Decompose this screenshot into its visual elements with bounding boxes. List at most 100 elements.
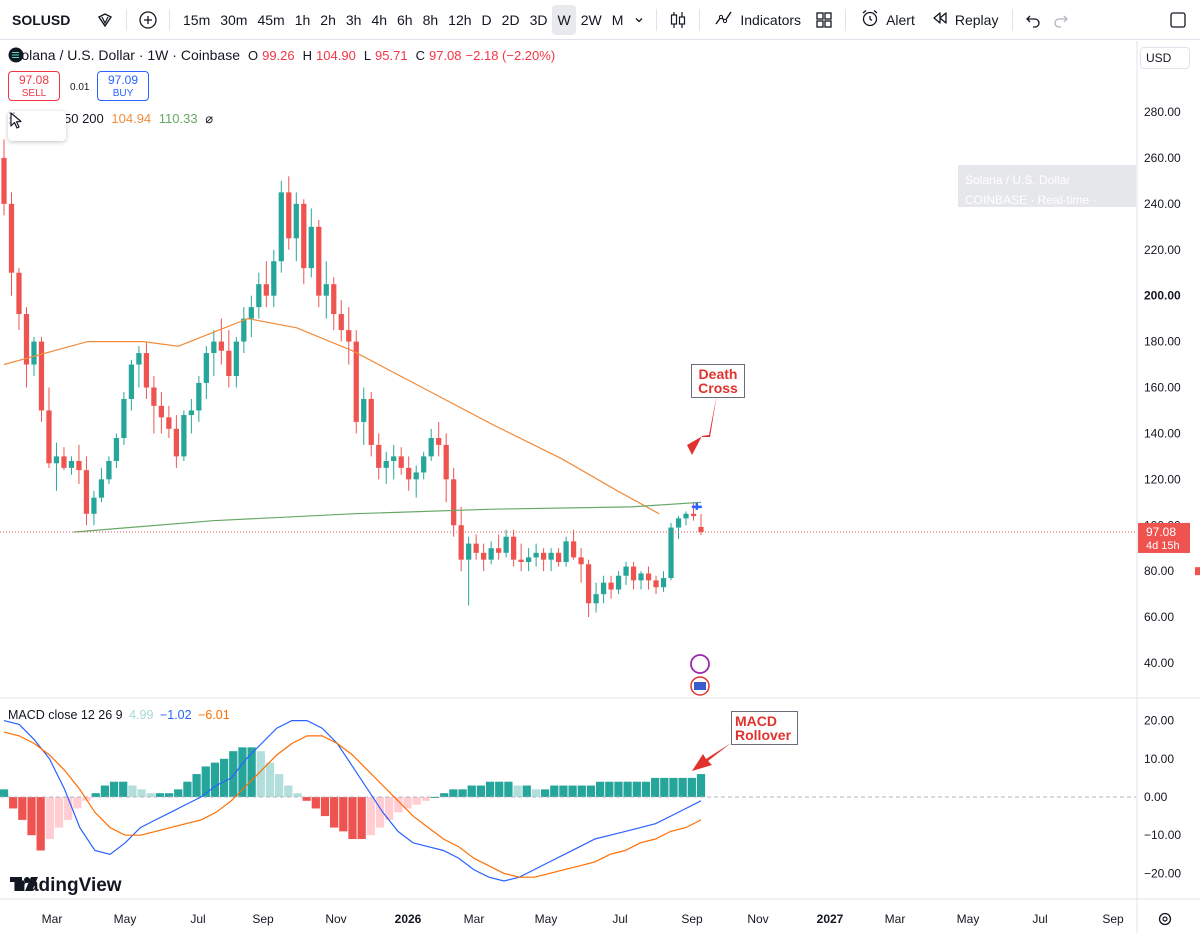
candle-body (623, 566, 629, 576)
currency-selector[interactable]: USD (1140, 47, 1190, 69)
hide-eye-icon[interactable]: ⌀ (205, 111, 214, 126)
interval-button-4h[interactable]: 4h (371, 11, 388, 28)
price-axis-tick-label: 280.00 (1144, 105, 1181, 119)
axis-settings-gear-icon[interactable] (1162, 916, 1168, 922)
macd-histogram-bar (375, 797, 385, 828)
low-value: 95.71 (375, 47, 408, 63)
symbol-search[interactable]: SOLUSD (4, 5, 120, 35)
candle-body (61, 456, 67, 468)
replay-button[interactable]: Replay (923, 5, 1007, 35)
time-axis-label: Mar (885, 912, 906, 926)
interval-button-30m[interactable]: 30m (220, 11, 248, 28)
chart-canvas[interactable]: 280.00 260.00 240.00 220.00 200.00 180.00 160.… (0, 41, 1200, 933)
undo-icon[interactable] (1019, 5, 1047, 35)
fullscreen-icon[interactable] (1164, 5, 1192, 35)
interval-button-w[interactable]: W (552, 4, 576, 35)
tradingview-logo-text: TradingView (10, 875, 122, 896)
macd-histogram-bar (339, 797, 348, 832)
time-axis-label: May (535, 912, 558, 926)
add-symbol-icon[interactable] (133, 5, 163, 35)
candle-body (316, 226, 322, 296)
macd-histogram-bar (605, 781, 614, 797)
candle-body (113, 438, 120, 461)
candle-body (346, 330, 352, 342)
macd-histogram-bar (45, 797, 54, 840)
candle-body (383, 460, 389, 468)
candle-body (226, 350, 232, 377)
interval-button-3d[interactable]: 3D (529, 11, 548, 28)
candle-body (166, 417, 172, 429)
macd-histogram-bar (403, 797, 412, 809)
close-label: C (415, 47, 425, 63)
price-axis-tick-label: 120.00 (1144, 472, 1181, 486)
sell-button[interactable]: 97.08 SELL (8, 71, 60, 101)
macd-histogram-bar (595, 781, 605, 797)
cursor-tool-widget[interactable] (8, 111, 66, 141)
indicators-button[interactable]: Indicators (706, 5, 809, 35)
macd-histogram-bar (586, 785, 596, 797)
candle-body (308, 226, 314, 269)
layouts-grid-icon[interactable] (809, 5, 839, 35)
death-cross-annotation[interactable]: Death Cross (691, 364, 745, 398)
toolbar-divider (656, 8, 658, 31)
price-axis-tick-label: 240.00 (1144, 197, 1181, 211)
interval-button-6h[interactable]: 6h (397, 11, 413, 28)
interval-button-2h[interactable]: 2h (320, 11, 336, 28)
interval-dropdown-chevron-icon[interactable] (628, 5, 650, 35)
candle-body (106, 460, 112, 480)
tradingview-logo[interactable]: TradingView (10, 875, 122, 897)
toolbar-divider (845, 8, 847, 31)
chart-title[interactable]: Solana / U.S. Dollar · 1W · Coinbase (12, 47, 240, 63)
death-cross-text: Death Cross (698, 366, 738, 396)
watermark-exchange: COINBASE · Real-time · Market (965, 193, 1097, 227)
macd-histogram-bar (641, 781, 651, 797)
candle-body (585, 564, 592, 604)
chart-area[interactable]: 280.00 260.00 240.00 220.00 200.00 180.00 160.… (0, 41, 1200, 933)
ma-periods: 50 200 (64, 111, 104, 126)
interval-button-15m[interactable]: 15m (183, 11, 211, 28)
alert-button[interactable]: Alert (852, 5, 923, 35)
macd-legend[interactable]: MACD close 12 26 9 4.99 −1.02 −6.01 (8, 708, 230, 722)
symbol-name[interactable]: SOLUSD (12, 11, 71, 28)
ma-legend[interactable]: 50 200 104.94 110.33 ⌀ (64, 111, 213, 127)
interval-button-2d[interactable]: 2D (501, 11, 520, 28)
candle-body (675, 518, 682, 528)
buy-button[interactable]: 97.09 BUY (97, 71, 149, 101)
sell-label: SELL (21, 88, 47, 99)
candle-body (158, 405, 165, 418)
macd-rollover-annotation[interactable]: MACD Rollover (731, 711, 798, 745)
death-cross-arrow (687, 394, 717, 455)
price-axis-tick-label: 260.00 (1144, 151, 1181, 165)
candle-body (211, 341, 217, 354)
interval-button-3h[interactable]: 3h (345, 11, 362, 28)
buy-label: BUY (112, 88, 134, 99)
candle-body (630, 566, 637, 581)
interval-button-12h[interactable]: 12h (448, 11, 472, 28)
ai-sparkle-icon[interactable] (690, 654, 710, 674)
macd-histogram-bar (522, 785, 531, 797)
interval-button-d[interactable]: D (481, 11, 492, 28)
interval-button-1h[interactable]: 1h (294, 11, 311, 28)
high-label: H (302, 47, 313, 63)
candle-body (218, 341, 224, 351)
candle-body (638, 573, 644, 581)
candle-body (368, 398, 374, 445)
chart-type-candles-icon[interactable] (663, 5, 693, 35)
open-label: O (247, 47, 259, 63)
open-value: 99.26 (262, 47, 295, 63)
candle-body (518, 559, 524, 562)
macd-histogram-bar (421, 797, 430, 801)
axis-settings-gear-icon[interactable] (1158, 912, 1172, 926)
interval-button-8h[interactable]: 8h (422, 11, 439, 28)
symbol-compare-icon[interactable] (96, 11, 114, 29)
interval-button-45m[interactable]: 45m (257, 11, 285, 28)
candle-body (241, 318, 247, 342)
macd-histogram-bar (146, 793, 155, 797)
candle-body (248, 307, 254, 319)
currency-label[interactable]: USD (1146, 51, 1172, 65)
price-axis-tick-label: 200.00 (1144, 289, 1181, 303)
redo-icon[interactable] (1047, 5, 1075, 35)
interval-button-2w[interactable]: 2W (580, 11, 602, 28)
time-axis-label: May (957, 912, 980, 926)
interval-button-m[interactable]: M (611, 11, 624, 28)
